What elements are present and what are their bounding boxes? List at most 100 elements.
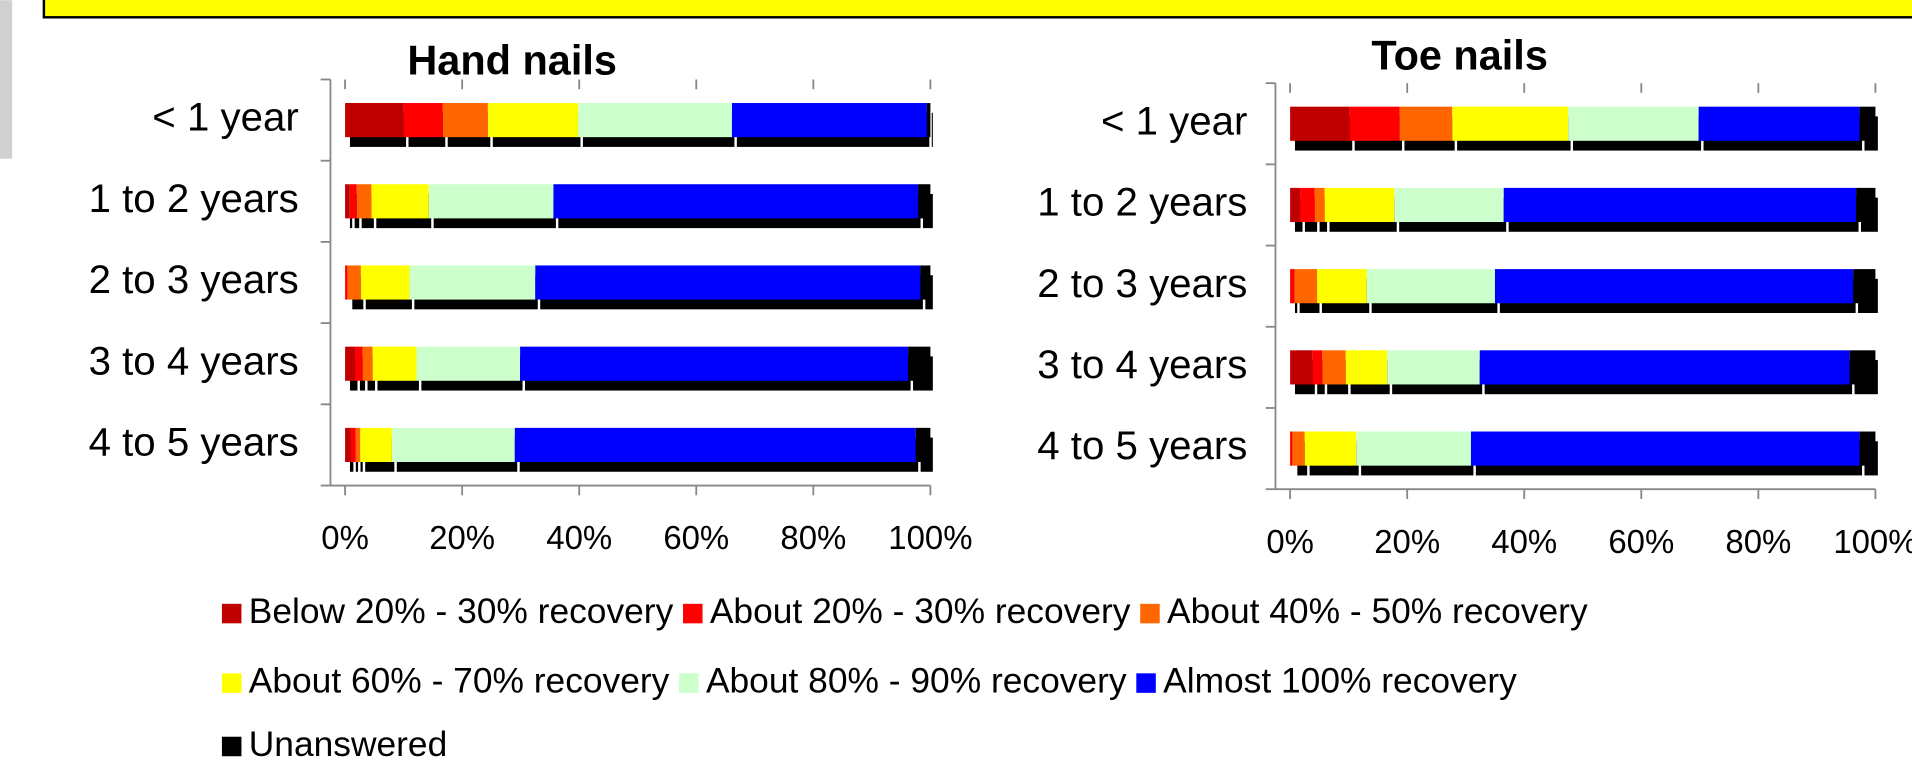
legend-label: Unanswered xyxy=(249,725,448,764)
bar-segment xyxy=(1349,106,1400,141)
legend-swatch xyxy=(221,603,242,624)
x-tick-label: 40% xyxy=(546,519,612,556)
legend-swatch xyxy=(679,673,699,693)
bar-segment xyxy=(1859,106,1876,141)
bar-segment xyxy=(1290,269,1295,304)
bar-segment xyxy=(428,184,554,219)
bar-segment xyxy=(345,103,404,138)
bar-segment xyxy=(356,184,372,219)
bar-segment xyxy=(1294,269,1318,304)
legend-label: About 80% - 90% recovery xyxy=(706,661,1127,700)
bar-segment xyxy=(1399,106,1453,141)
bar-segment xyxy=(520,346,909,381)
bar-segment xyxy=(1479,350,1850,385)
bar-segment xyxy=(731,103,927,138)
bar-segment xyxy=(372,346,417,381)
bar-segment xyxy=(1470,431,1860,466)
legend-label: About 20% - 30% recovery xyxy=(710,592,1131,631)
y-tick-label: 4 to 5 years xyxy=(89,420,299,465)
bar-segment xyxy=(442,103,488,138)
y-tick-label: 2 to 3 years xyxy=(89,257,299,302)
bar-segment xyxy=(915,427,931,463)
legend-swatch xyxy=(221,673,242,693)
bar-segment xyxy=(1853,269,1876,304)
x-tick-label: 100% xyxy=(1833,523,1912,560)
x-tick-label: 100% xyxy=(888,519,972,556)
bar-segment xyxy=(1290,350,1313,385)
x-tick-label: 40% xyxy=(1491,523,1557,560)
x-tick-label: 0% xyxy=(321,519,369,556)
bar-segment xyxy=(403,103,443,138)
y-tick-label: 3 to 4 years xyxy=(89,338,299,383)
bar-segment xyxy=(1452,106,1569,141)
bar-segment xyxy=(1568,106,1699,141)
bar-segment xyxy=(416,346,521,381)
header-banner xyxy=(42,0,1912,19)
y-tick-label: < 1 year xyxy=(1101,98,1247,143)
chart-title: Toe nails xyxy=(1371,32,1548,79)
bar-segment xyxy=(578,103,732,138)
bar-segment xyxy=(349,184,357,219)
bar-segment xyxy=(345,184,350,219)
bar-segment xyxy=(371,184,429,219)
bar-segment xyxy=(1859,431,1876,466)
y-tick-label: 2 to 3 years xyxy=(1037,261,1247,306)
legend-label: Almost 100% recovery xyxy=(1163,661,1517,700)
bar-segment xyxy=(1345,350,1388,385)
bar-segment xyxy=(487,103,579,138)
bar-segment xyxy=(355,427,361,463)
bar-segment xyxy=(1314,187,1325,223)
chart-title: Hand nails xyxy=(407,37,617,84)
bar-segment xyxy=(926,103,931,138)
bar-segment xyxy=(1317,269,1367,304)
bar-segment xyxy=(362,346,373,381)
bar-segment xyxy=(1290,106,1350,141)
bar-segment xyxy=(918,184,931,219)
y-tick-label: 4 to 5 years xyxy=(1037,423,1247,468)
bar-segment xyxy=(409,265,536,300)
x-tick-label: 0% xyxy=(1266,523,1314,560)
bar-segment xyxy=(347,265,361,300)
x-tick-label: 80% xyxy=(1725,523,1791,560)
bar-segment xyxy=(1503,187,1857,223)
bar-segment xyxy=(1366,269,1495,304)
bar-segment xyxy=(1849,350,1876,385)
y-tick-label: 3 to 4 years xyxy=(1037,342,1247,387)
x-tick-label: 60% xyxy=(1608,523,1674,560)
y-tick-label: 1 to 2 years xyxy=(89,176,299,221)
bar-segment xyxy=(360,427,392,463)
bar-segment xyxy=(345,265,348,300)
bar-segment xyxy=(1290,187,1301,223)
legend-label: Below 20% - 30% recovery xyxy=(249,592,674,631)
legend-swatch xyxy=(1136,673,1156,693)
x-tick-label: 20% xyxy=(429,519,495,556)
bar-segment xyxy=(1394,187,1504,223)
bar-segment xyxy=(908,346,931,381)
bar-segment xyxy=(1304,431,1357,466)
bar-segment xyxy=(1290,431,1293,466)
y-tick-label: 1 to 2 years xyxy=(1037,180,1247,225)
bar-segment xyxy=(1494,269,1854,304)
bar-segment xyxy=(1324,187,1395,223)
bar-segment xyxy=(1698,106,1860,141)
bar-segment xyxy=(350,427,356,463)
bar-segment xyxy=(514,427,916,463)
side-strip xyxy=(0,0,13,159)
x-tick-label: 20% xyxy=(1374,523,1440,560)
bar-segment xyxy=(1356,431,1471,466)
bar-segment xyxy=(1322,350,1346,385)
bar-segment xyxy=(345,346,356,381)
bar-segment xyxy=(391,427,515,463)
x-tick-label: 60% xyxy=(663,519,729,556)
bar-segment xyxy=(553,184,919,219)
y-tick-label: < 1 year xyxy=(152,95,298,140)
bar-segment xyxy=(355,346,363,381)
legend-label: About 40% - 50% recovery xyxy=(1167,592,1588,631)
legend-label: About 60% - 70% recovery xyxy=(249,661,670,700)
bar-segment xyxy=(1856,187,1876,223)
legend-swatch xyxy=(1140,603,1160,624)
x-tick-label: 80% xyxy=(780,519,846,556)
bar-segment xyxy=(1312,350,1323,385)
bar-shadow xyxy=(931,112,933,147)
